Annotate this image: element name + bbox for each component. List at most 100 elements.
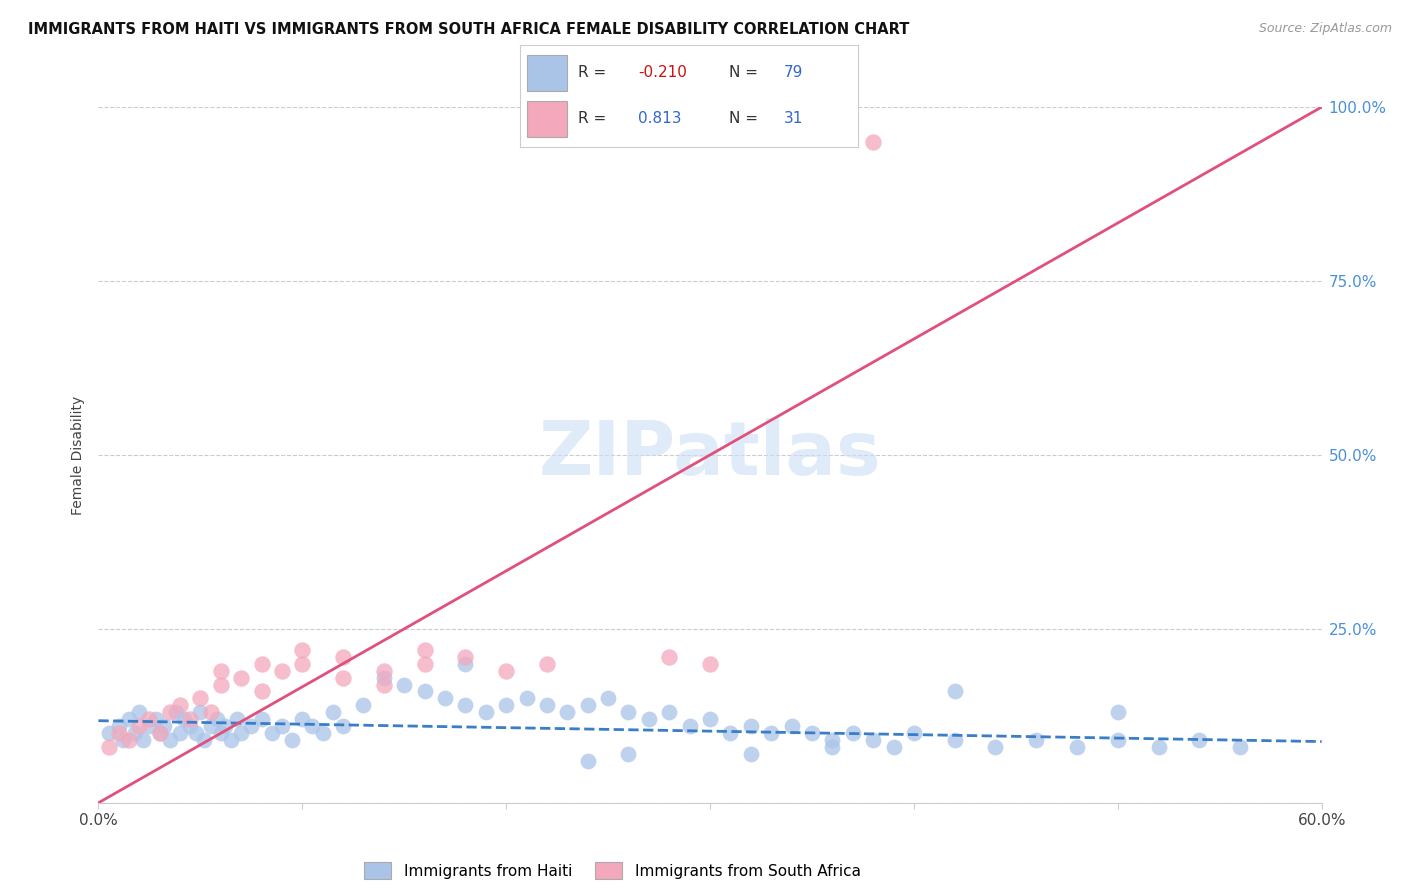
Y-axis label: Female Disability: Female Disability xyxy=(70,395,84,515)
Point xyxy=(780,719,803,733)
Point xyxy=(291,657,314,671)
Point xyxy=(332,649,354,664)
Point xyxy=(291,642,314,657)
Point xyxy=(984,740,1007,755)
Point xyxy=(841,726,863,740)
Point xyxy=(291,712,314,726)
Point xyxy=(149,726,172,740)
Point xyxy=(679,719,702,733)
Point xyxy=(598,691,620,706)
Point xyxy=(761,726,783,740)
Point xyxy=(576,698,599,713)
Point xyxy=(111,733,134,747)
Point xyxy=(1147,740,1170,755)
Point xyxy=(373,671,395,685)
Point xyxy=(169,726,191,740)
Point xyxy=(413,657,436,671)
Point xyxy=(193,733,215,747)
Point xyxy=(1025,733,1047,747)
Point xyxy=(281,733,304,747)
Point xyxy=(165,706,187,720)
Point xyxy=(169,698,191,713)
Point xyxy=(179,712,201,726)
Point xyxy=(270,719,294,733)
Point xyxy=(118,712,141,726)
Point xyxy=(159,733,181,747)
Point xyxy=(555,706,579,720)
Point xyxy=(495,664,517,678)
Point xyxy=(250,712,273,726)
Point xyxy=(260,726,283,740)
Point xyxy=(200,719,222,733)
Point xyxy=(128,706,150,720)
Point xyxy=(801,726,824,740)
Point xyxy=(454,698,477,713)
Text: -0.210: -0.210 xyxy=(638,65,688,79)
Point xyxy=(576,754,599,768)
Point xyxy=(373,677,395,691)
Text: 31: 31 xyxy=(783,111,803,126)
Point xyxy=(434,691,457,706)
Point xyxy=(149,726,172,740)
Text: IMMIGRANTS FROM HAITI VS IMMIGRANTS FROM SOUTH AFRICA FEMALE DISABILITY CORRELAT: IMMIGRANTS FROM HAITI VS IMMIGRANTS FROM… xyxy=(28,22,910,37)
Point xyxy=(250,657,273,671)
Point xyxy=(312,726,335,740)
Point xyxy=(821,733,844,747)
Point xyxy=(617,747,640,761)
Point xyxy=(173,712,195,726)
Point xyxy=(413,684,436,698)
Point xyxy=(322,706,344,720)
Point xyxy=(352,698,374,713)
Point xyxy=(231,726,253,740)
Point xyxy=(152,719,174,733)
Point xyxy=(943,733,966,747)
Point xyxy=(658,706,681,720)
Text: 79: 79 xyxy=(783,65,803,79)
Text: R =: R = xyxy=(578,65,610,79)
Point xyxy=(699,657,721,671)
Legend: Immigrants from Haiti, Immigrants from South Africa: Immigrants from Haiti, Immigrants from S… xyxy=(357,855,866,886)
Point xyxy=(97,726,120,740)
Point xyxy=(821,740,844,755)
Point xyxy=(454,649,477,664)
Point xyxy=(231,671,253,685)
Point xyxy=(332,671,354,685)
Point xyxy=(209,726,232,740)
Point xyxy=(226,712,249,726)
Point xyxy=(495,698,517,713)
Point xyxy=(413,642,436,657)
Point xyxy=(862,135,884,149)
Point xyxy=(209,677,232,691)
Point xyxy=(883,740,905,755)
Point xyxy=(118,733,141,747)
Point xyxy=(214,719,236,733)
Point xyxy=(373,664,395,678)
Point xyxy=(138,719,160,733)
Point xyxy=(536,698,558,713)
Point xyxy=(943,684,966,698)
Point xyxy=(862,733,884,747)
Point xyxy=(1107,733,1129,747)
Bar xyxy=(527,101,568,137)
Point xyxy=(159,706,181,720)
Point xyxy=(240,719,263,733)
Point xyxy=(658,649,681,664)
Point xyxy=(301,719,323,733)
Point xyxy=(179,719,201,733)
Point xyxy=(617,706,640,720)
Point xyxy=(209,664,232,678)
Point xyxy=(740,719,762,733)
Point xyxy=(474,706,498,720)
Point xyxy=(516,691,538,706)
Point xyxy=(132,733,155,747)
Point xyxy=(108,726,131,740)
Point xyxy=(250,684,273,698)
Point xyxy=(124,726,146,740)
Point xyxy=(454,657,477,671)
Point xyxy=(145,712,167,726)
Point xyxy=(128,719,150,733)
Point xyxy=(188,691,212,706)
Text: Source: ZipAtlas.com: Source: ZipAtlas.com xyxy=(1258,22,1392,36)
Point xyxy=(1188,733,1211,747)
Point xyxy=(200,706,222,720)
